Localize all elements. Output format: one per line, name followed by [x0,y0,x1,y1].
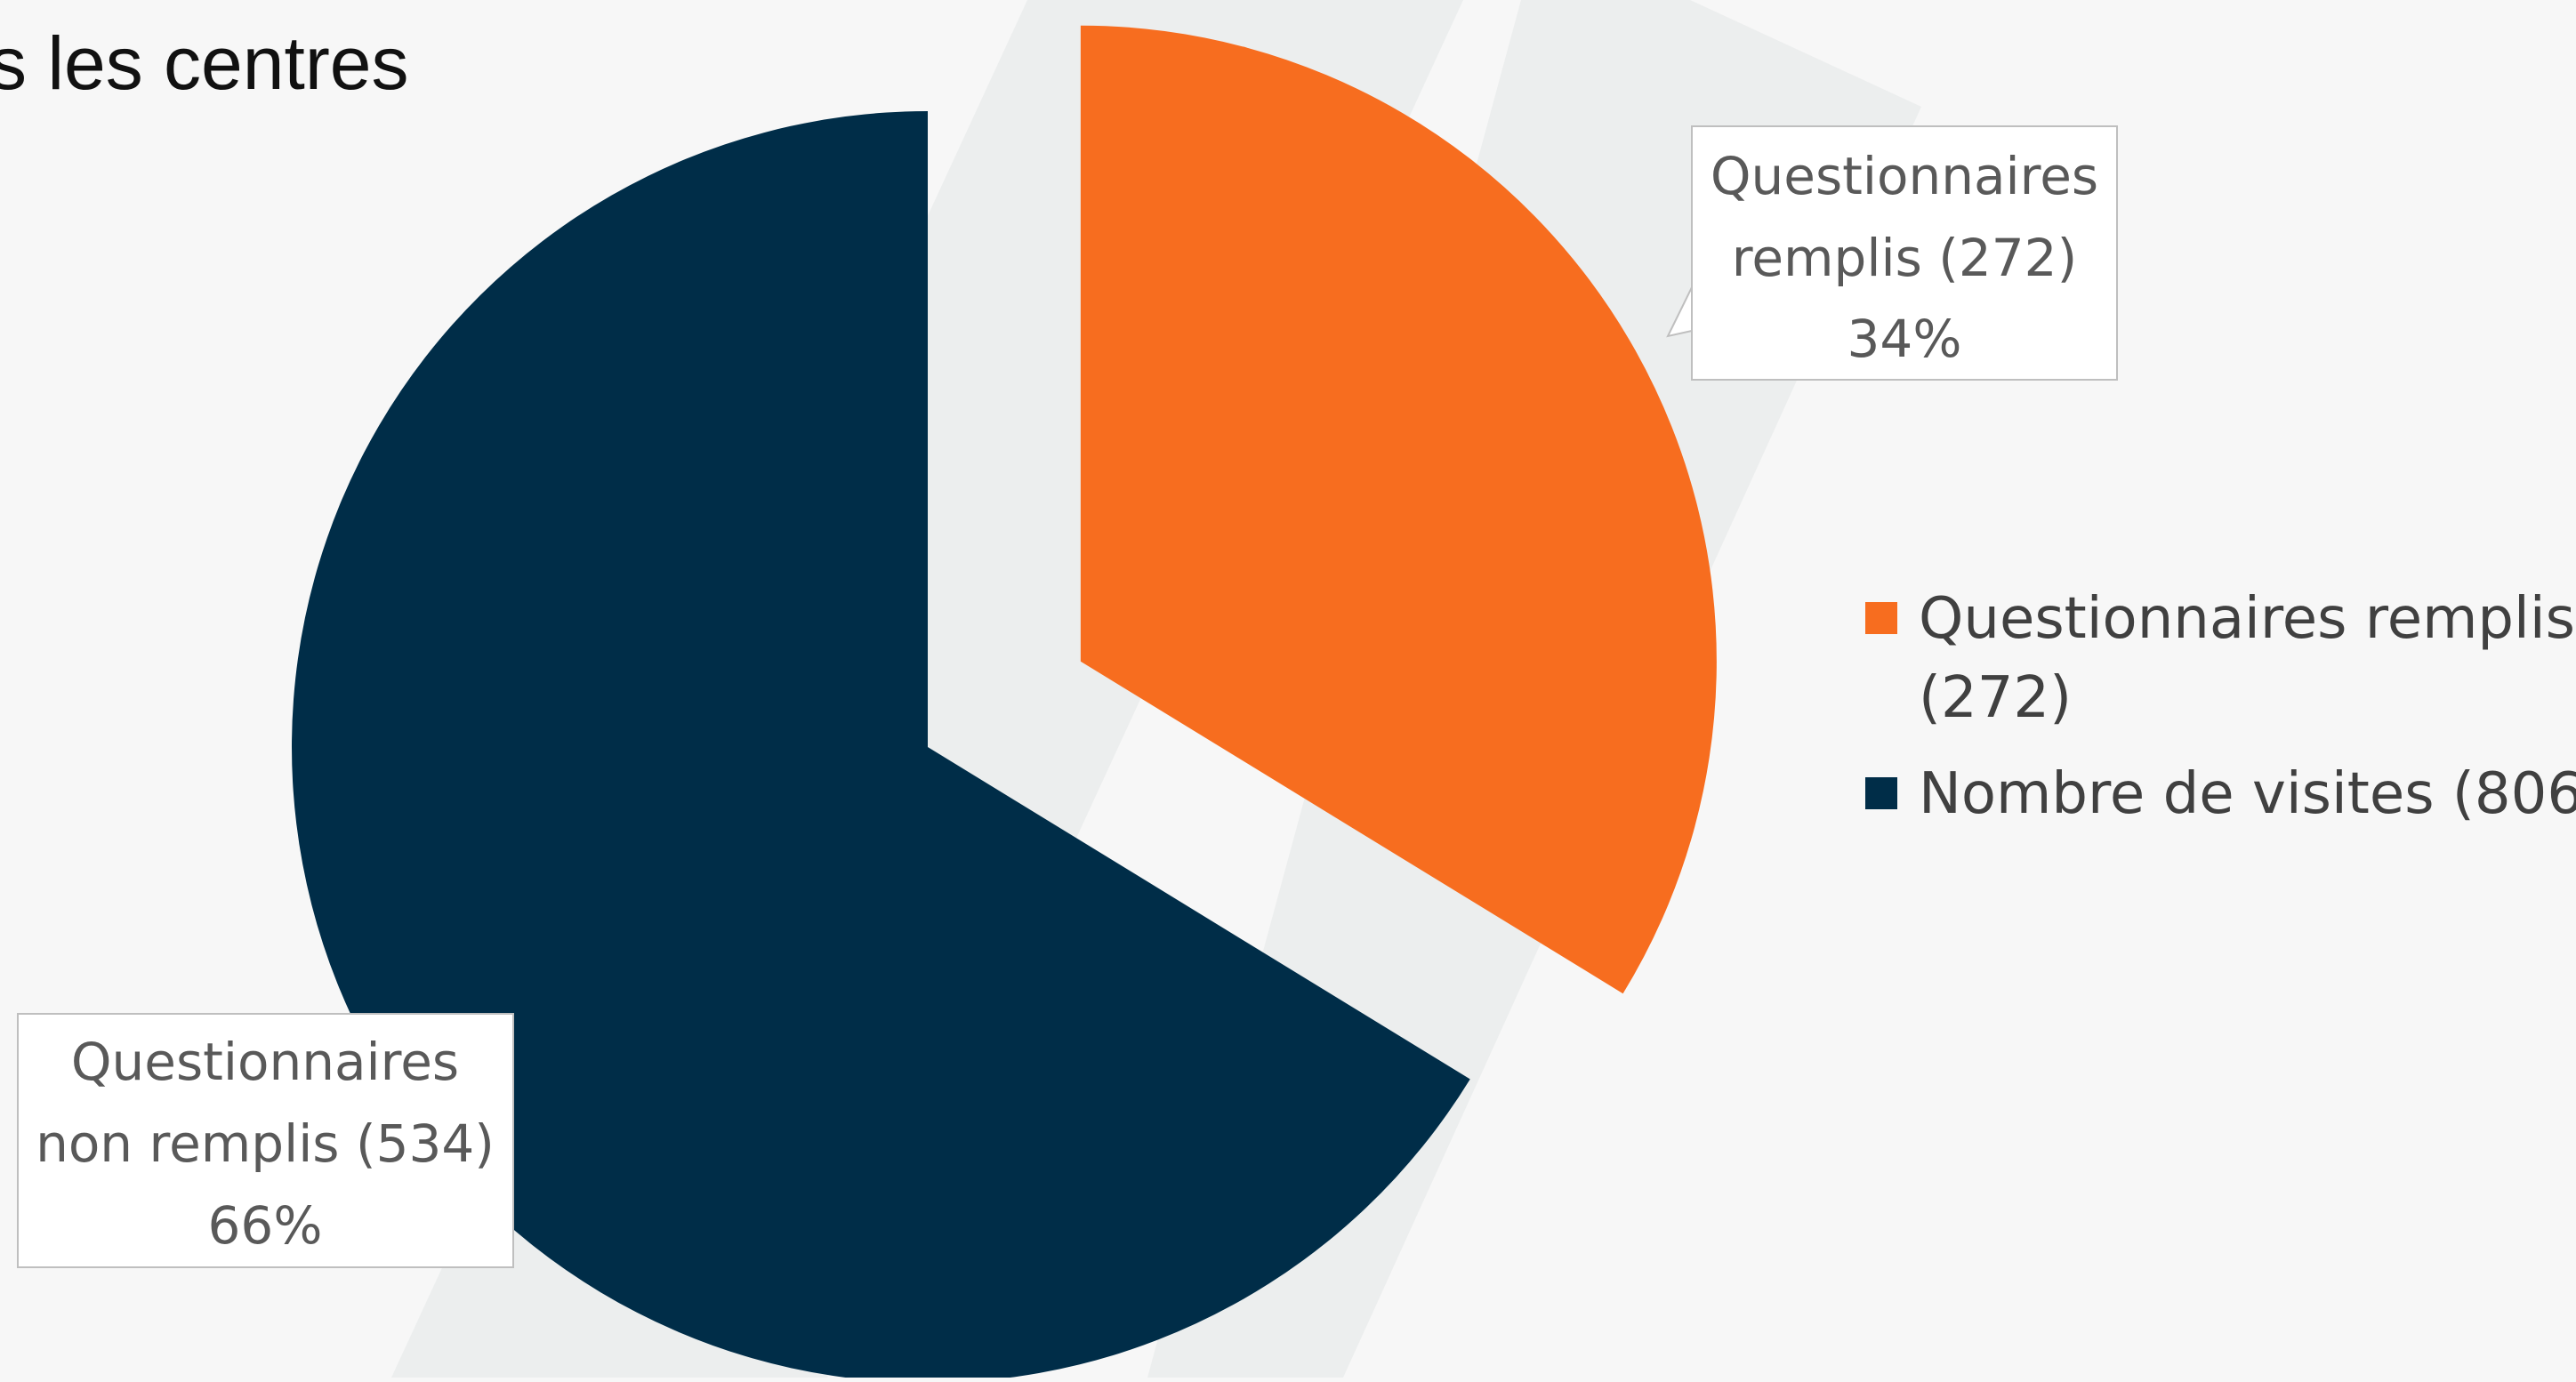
callout-box-remplis [1691,125,2118,381]
legend-label-line-2: (272) [1919,665,2072,731]
chart-title: s les centres [0,21,409,105]
callout-line-2: remplis (272) [1732,228,2077,288]
callout-line-1: Questionnaires [1711,146,2098,206]
legend-item-nombre-de-visites: Nombre de visites (806) [1865,761,2576,827]
legend-item-questionnaires-remplis: Questionnaires remplis (272) [1865,586,2575,731]
legend-label-line-1: Questionnaires remplis [1919,586,2575,652]
legend-swatch-navy [1865,777,1897,809]
callout-line-3: 34% [1847,309,1962,369]
pie-slice-questionnaires-non-remplis [292,111,1470,1382]
legend-swatch-orange [1865,602,1897,634]
data-callout-questionnaires-remplis: Questionnaires remplis (272) 34% [1666,125,2118,381]
pie-slice-questionnaires-remplis [1080,25,1717,994]
legend-label: Nombre de visites (806) [1919,761,2576,827]
data-callout-questionnaires-non-remplis: Questionnaires non remplis (534) 66% [17,1013,514,1268]
callout-line-3: 66% [208,1195,323,1256]
chart-legend: Questionnaires remplis (272) Nombre de v… [1865,586,2576,827]
callout-pointer-remplis [1666,279,1696,338]
callout-line-2: non remplis (534) [36,1113,495,1174]
callout-box-non-remplis [17,1013,514,1268]
callout-line-1: Questionnaires [71,1032,459,1092]
